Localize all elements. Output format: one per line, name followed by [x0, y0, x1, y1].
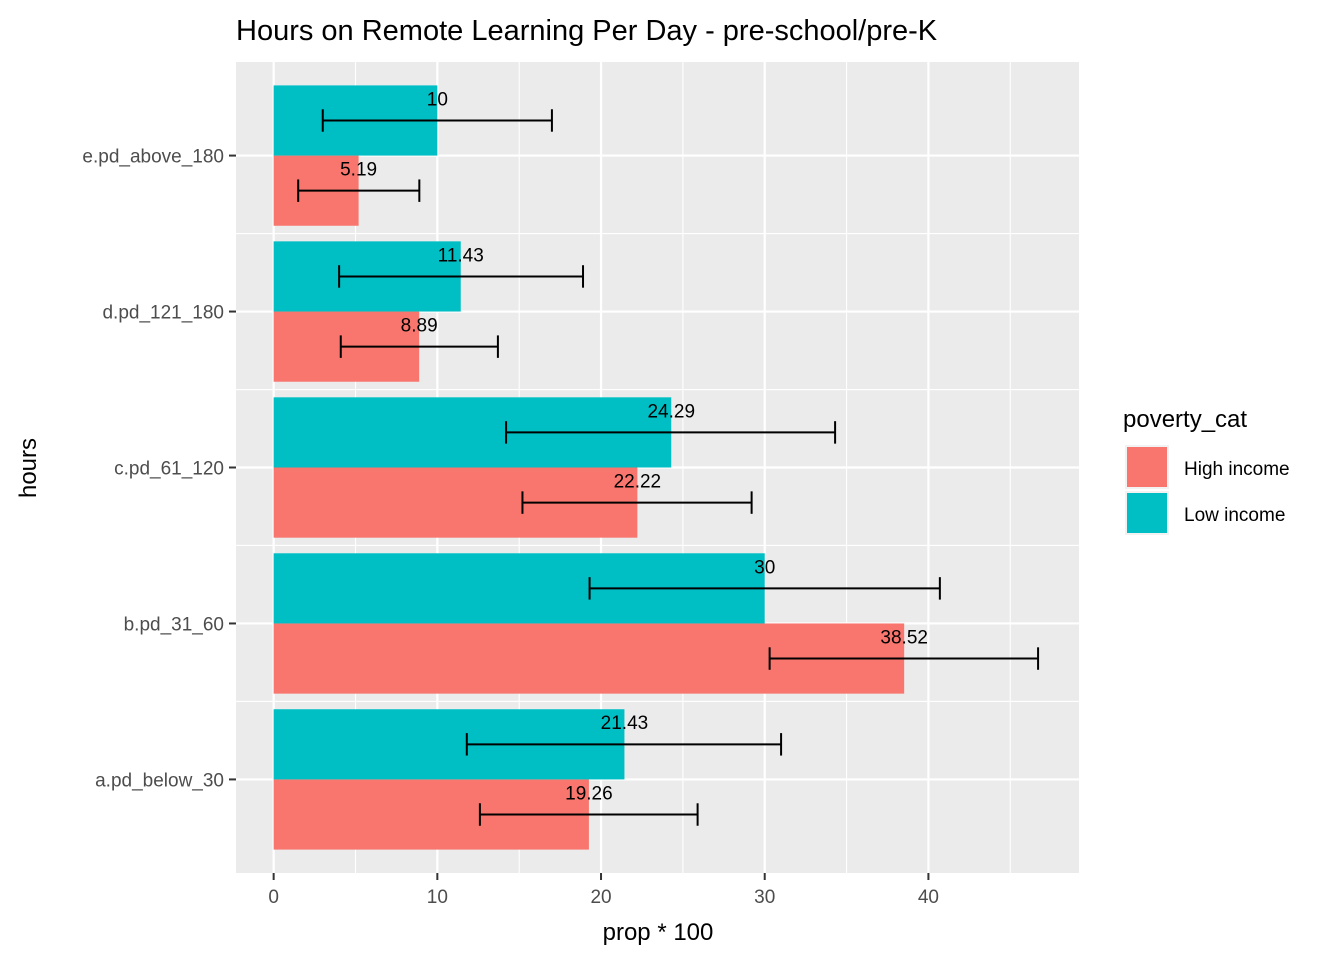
x-tick-label: 40: [918, 887, 939, 908]
data-label: 10: [427, 89, 448, 110]
data-label: 38.52: [880, 627, 928, 648]
x-tick-label: 10: [427, 887, 448, 908]
y-tick-label: b.pd_31_60: [124, 614, 224, 635]
chart-title: Hours on Remote Learning Per Day - pre-s…: [236, 15, 938, 47]
data-label: 30: [754, 557, 775, 578]
x-tick-label: 0: [268, 887, 279, 908]
legend-label: High income: [1184, 459, 1290, 480]
x-tick-label: 30: [754, 887, 775, 908]
y-tick-label: a.pd_below_30: [95, 770, 224, 791]
y-axis: a.pd_below_30 b.pd_31_60 c.pd_61_120 d.pd_1…: [82, 147, 236, 791]
data-label: 11.43: [438, 245, 484, 266]
legend: poverty_cat High income Low income: [1123, 406, 1290, 535]
data-label: 5.19: [340, 160, 377, 181]
data-label: 21.43: [601, 713, 649, 734]
legend-swatch: [1127, 447, 1167, 487]
y-tick-label: e.pd_above_180: [82, 147, 224, 168]
data-label: 8.89: [401, 316, 438, 337]
legend-swatch: [1127, 493, 1167, 533]
data-labels: 19.26 38.52 22.22 8.89 5.19 21.43 30 24.29 11.43…: [340, 89, 928, 804]
data-label: 22.22: [614, 472, 662, 493]
x-axis-title: prop * 100: [603, 919, 714, 946]
data-label: 24.29: [647, 401, 695, 422]
data-label: 19.26: [565, 783, 613, 804]
x-tick-label: 20: [590, 887, 611, 908]
x-axis: 0 10 20 30 40: [268, 873, 939, 908]
y-axis-title: hours: [15, 438, 42, 498]
legend-title: poverty_cat: [1123, 406, 1247, 433]
legend-label: Low income: [1184, 505, 1285, 526]
y-tick-label: d.pd_121_180: [102, 303, 224, 324]
y-tick-label: c.pd_61_120: [114, 459, 224, 480]
error-bars: [297, 109, 1040, 826]
